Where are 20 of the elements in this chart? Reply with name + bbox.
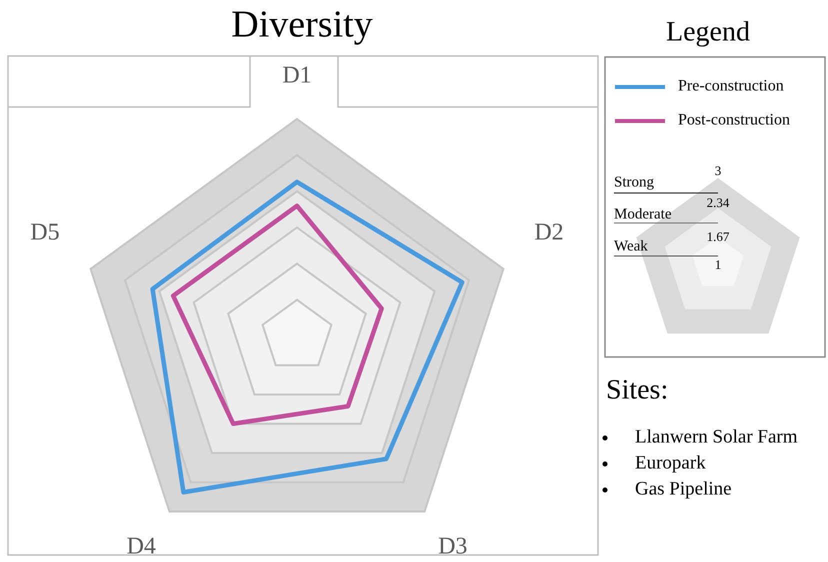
text: 1.67 bbox=[706, 228, 730, 244]
text: Europark bbox=[635, 452, 706, 474]
spoke-label: D2 bbox=[534, 220, 564, 246]
text: Strong bbox=[614, 174, 655, 190]
text: Weak bbox=[614, 238, 648, 254]
text: Sites: bbox=[606, 374, 668, 406]
text: Gas Pipeline bbox=[635, 478, 732, 500]
text: 1 bbox=[714, 256, 722, 272]
spoke-label: D5 bbox=[30, 220, 60, 246]
text: Llanwern Solar Farm bbox=[635, 426, 798, 448]
text: 2.34 bbox=[706, 194, 730, 210]
legend-label: Post-construction bbox=[678, 112, 790, 129]
spoke-label: D4 bbox=[126, 534, 156, 560]
spoke-label: D1 bbox=[282, 62, 312, 89]
legend-label: Pre-construction bbox=[678, 78, 784, 95]
legend-title: Legend bbox=[666, 16, 750, 48]
text: Moderate bbox=[614, 206, 672, 222]
chart-title: Diversity bbox=[231, 4, 373, 46]
text: 3 bbox=[714, 162, 722, 178]
spoke-label: D3 bbox=[438, 534, 468, 560]
